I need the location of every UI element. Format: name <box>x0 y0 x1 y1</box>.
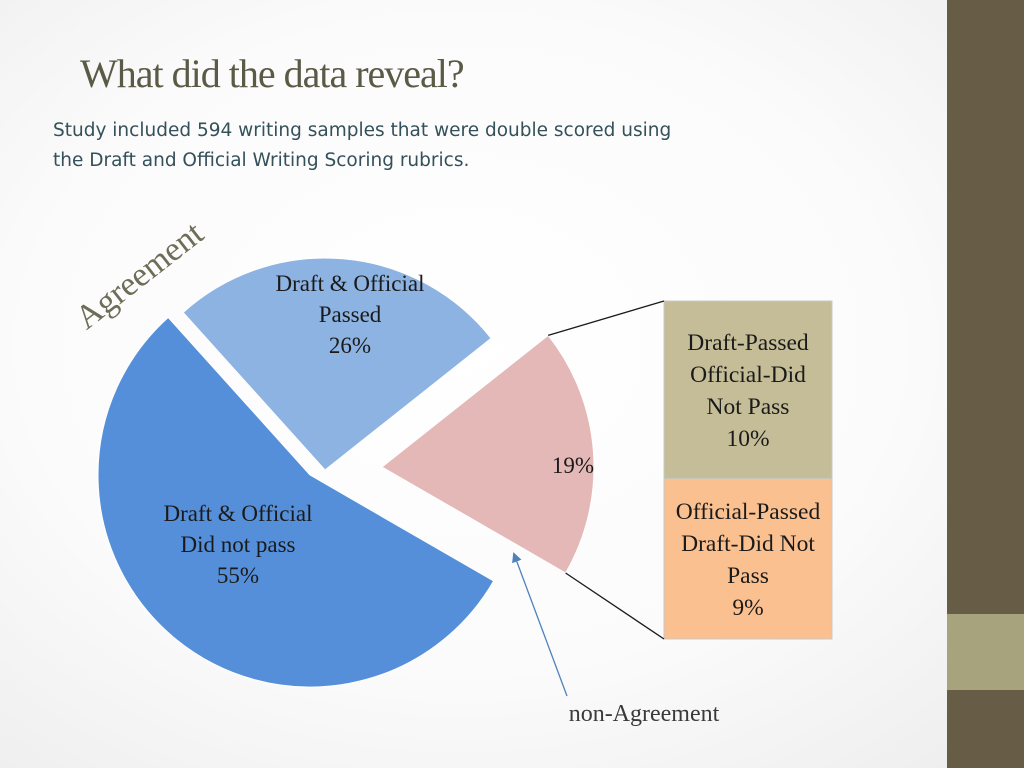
bar-label-line: Not Pass <box>707 394 790 420</box>
pie-slice-did-not-pass <box>97 316 495 688</box>
pie-slice-disagree <box>381 334 595 574</box>
bar-label-line: Official-Passed <box>676 499 821 525</box>
page-title: What did the data reveal? <box>80 51 465 96</box>
slice-label-passed: Draft & Official Passed 26% <box>275 271 424 358</box>
bar-label-draft-passed: Draft-Passed Official-Did Not Pass 10% <box>687 330 809 452</box>
bar-label-line: Official-Did <box>690 362 806 388</box>
slice-label-line: Passed <box>319 302 382 327</box>
bar-label-official-passed: Official-Passed Draft-Did Not Pass 9% <box>676 499 821 621</box>
pie-slice-passed <box>182 257 492 471</box>
non-agreement-arrow <box>512 552 568 697</box>
slice-label-line: Draft & Official <box>163 501 312 526</box>
bar-label-line: Draft-Passed <box>687 330 809 356</box>
sidebar-accent-block <box>947 614 1024 690</box>
subtitle-line-2: the Draft and Official Writing Scoring r… <box>53 150 470 171</box>
bar-label-line: Pass <box>727 563 769 589</box>
subtitle: Study included 594 writing samples that … <box>53 116 793 176</box>
slice-label-line: 19% <box>552 453 594 478</box>
subtitle-line-1: Study included 594 writing samples that … <box>53 120 672 141</box>
bar-segment-official-passed <box>663 478 833 640</box>
non-agreement-label: non-Agreement <box>569 701 720 727</box>
bar-label-line: 10% <box>726 426 769 452</box>
slice-label-line: Draft & Official <box>275 271 424 296</box>
slice-label-did-not-pass: Draft & Official Did not pass 55% <box>163 501 312 588</box>
bar-label-line: Draft-Did Not <box>681 531 815 557</box>
pie-of-bar-chart: Draft & Official Did not pass 55%Draft & O… <box>69 214 833 727</box>
bar-label-line: 9% <box>732 595 763 621</box>
slice-label-line: 55% <box>217 563 259 588</box>
slice-label-line: Did not pass <box>181 532 296 557</box>
bar-segment-draft-passed <box>663 300 833 480</box>
connector-line-top <box>547 300 665 336</box>
slice-label-line: 26% <box>329 333 371 358</box>
connector-line-bottom <box>565 572 665 640</box>
slice-label-disagree: 19% <box>552 453 594 478</box>
